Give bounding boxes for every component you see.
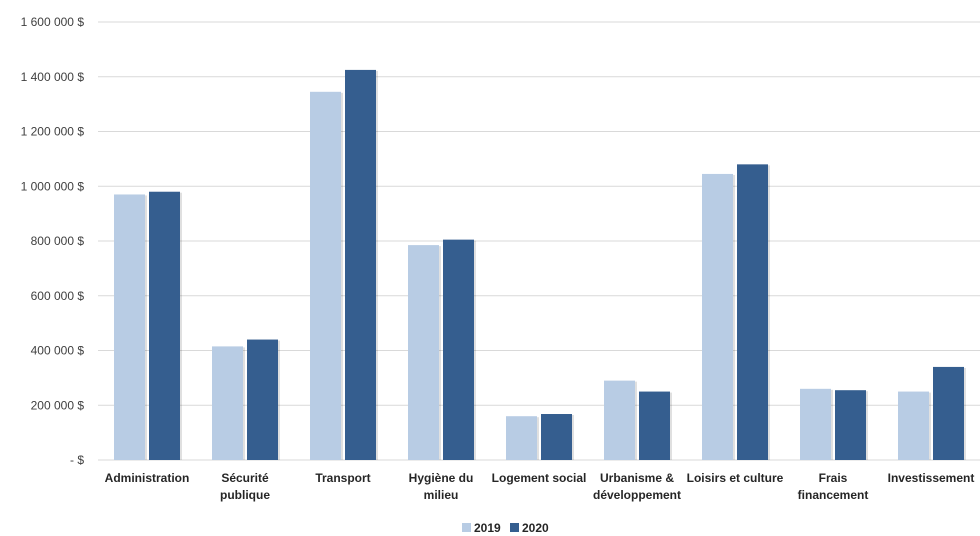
category-label: Loisirs et culture	[687, 471, 784, 485]
y-tick-label: 600 000 $	[31, 289, 85, 303]
bar-2019	[114, 194, 145, 460]
bar-2020	[443, 239, 474, 460]
category-label: publique	[220, 488, 270, 502]
bars	[114, 69, 966, 461]
bar-2020	[247, 339, 278, 460]
x-axis-labels: Administration Sécurité publique Transport H…	[105, 471, 975, 502]
category-label: Administration	[105, 471, 190, 485]
bar-2019	[702, 173, 733, 460]
y-tick-label: 1 600 000 $	[21, 15, 85, 29]
legend: 2019 2020	[462, 521, 549, 535]
category-label: Transport	[315, 471, 370, 485]
y-tick-label: 800 000 $	[31, 234, 85, 248]
category-label: Urbanisme &	[600, 471, 674, 485]
bar-2019	[898, 391, 929, 460]
category-label: Sécurité	[221, 471, 269, 485]
y-tick-label: - $	[70, 453, 84, 467]
category-label: Investissement	[888, 471, 975, 485]
bar-2019	[800, 388, 831, 460]
y-tick-label: 200 000 $	[31, 398, 85, 412]
bar-2020	[639, 391, 670, 460]
y-axis-ticks: - $ 200 000 $ 400 000 $ 600 000 $ 800 000 $ 1…	[21, 15, 85, 467]
y-tick-label: 1 200 000 $	[21, 125, 85, 139]
category-label: Logement social	[492, 471, 587, 485]
y-tick-label: 1 400 000 $	[21, 70, 85, 84]
legend-label: 2020	[522, 521, 549, 535]
legend-label: 2019	[474, 521, 501, 535]
bar-2019	[310, 91, 341, 461]
y-tick-label: 1 000 000 $	[21, 179, 85, 193]
legend-swatch-2020	[510, 523, 519, 532]
bar-2020	[541, 414, 572, 460]
bar-2020	[933, 366, 964, 460]
category-label: Hygiène du	[409, 471, 474, 485]
bar-2019	[604, 380, 635, 460]
category-label: milieu	[424, 488, 459, 502]
bar-2019	[408, 245, 439, 460]
bar-2020	[345, 69, 376, 460]
bar-2020	[835, 390, 866, 460]
bar-2019	[212, 346, 243, 460]
gridlines	[98, 21, 980, 461]
legend-swatch-2019	[462, 523, 471, 532]
category-label: développement	[593, 488, 681, 502]
bar-2019	[506, 416, 537, 460]
y-tick-label: 400 000 $	[31, 344, 85, 358]
category-label: financement	[798, 488, 869, 502]
bar-2020	[737, 164, 768, 460]
category-label: Frais	[819, 471, 848, 485]
bar-2020	[149, 191, 180, 460]
